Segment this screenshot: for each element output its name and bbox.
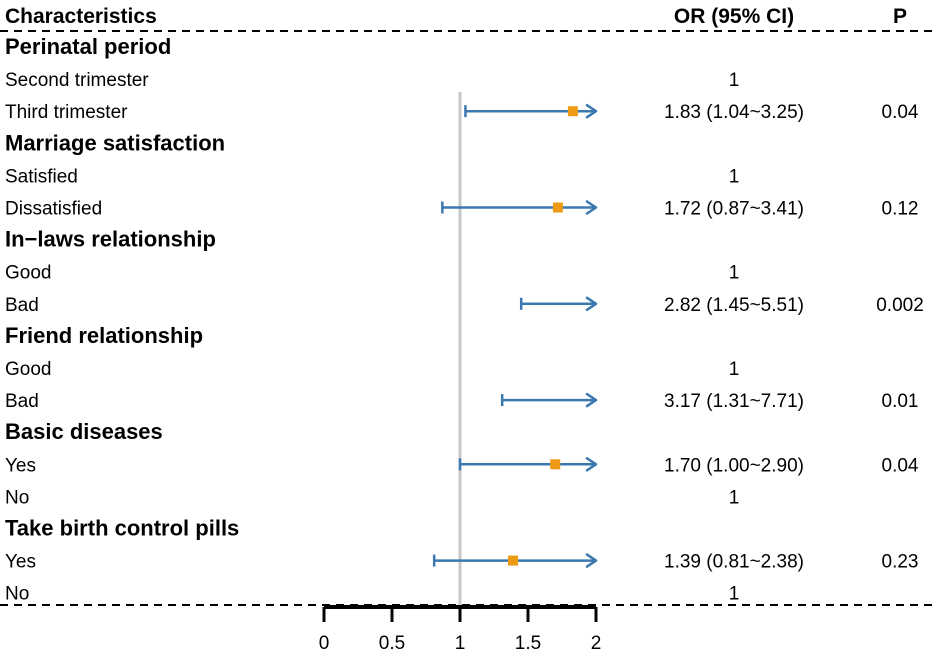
or-ci-value: 1.39 (0.81~2.38) xyxy=(664,552,804,573)
level-row: Good 1 xyxy=(5,263,739,284)
group-row: Take birth control pills xyxy=(5,516,239,541)
level-label: Good xyxy=(5,359,51,380)
or-ci-value: 2.82 (1.45~5.51) xyxy=(664,295,804,316)
header-p: P xyxy=(893,5,907,28)
level-row: Yes 1.70 (1.00~2.90) 0.04 xyxy=(5,455,919,476)
p-value: 0.002 xyxy=(876,295,924,316)
level-label: Yes xyxy=(5,455,36,476)
level-row: Bad 2.82 (1.45~5.51) 0.002 xyxy=(5,295,924,316)
ci-arrow-head xyxy=(585,103,598,119)
header-or-ci: OR (95% CI) xyxy=(674,5,794,28)
or-ci-value: 1.72 (0.87~3.41) xyxy=(664,199,804,220)
or-ci-value: 1 xyxy=(729,584,740,605)
group-row: Basic diseases xyxy=(5,419,163,444)
ci-arrow-head xyxy=(585,296,598,312)
ci-arrow-head xyxy=(585,553,598,568)
level-row: Yes 1.39 (0.81~2.38) 0.23 xyxy=(5,552,918,573)
point-estimate xyxy=(508,555,519,566)
or-ci-value: 3.17 (1.31~7.71) xyxy=(664,391,804,412)
group-row: In−laws relationship xyxy=(5,227,216,252)
level-row: Second trimester 1 xyxy=(5,70,739,91)
or-ci-value: 1 xyxy=(729,70,740,91)
group-row: Friend relationship xyxy=(5,323,203,348)
or-ci-value: 1.70 (1.00~2.90) xyxy=(664,455,804,476)
or-ci-value: 1.83 (1.04~3.25) xyxy=(664,102,804,123)
level-label: Dissatisfied xyxy=(5,199,102,220)
group-label: In−laws relationship xyxy=(5,227,216,252)
level-row: Satisfied 1 xyxy=(5,166,739,187)
p-value: 0.12 xyxy=(882,199,919,220)
header-characteristics: Characteristics xyxy=(5,5,157,28)
or-ci-value: 1 xyxy=(729,359,740,380)
level-label: No xyxy=(5,584,29,605)
ci-arrow-head xyxy=(585,457,598,472)
level-row: No 1 xyxy=(5,584,739,605)
x-tick-label: 0 xyxy=(319,633,330,654)
group-row: Perinatal period xyxy=(5,34,171,59)
x-axis: 0 0.5 1 1.5 2 xyxy=(319,605,602,654)
group-row: Marriage satisfaction xyxy=(5,130,225,155)
or-ci-value: 1 xyxy=(729,263,740,284)
level-label: Third trimester xyxy=(5,102,128,123)
level-label: Yes xyxy=(5,552,36,573)
point-estimate xyxy=(550,459,561,470)
level-label: Satisfied xyxy=(5,166,78,187)
or-ci-value: 1 xyxy=(729,166,740,187)
ci-arrow-head xyxy=(585,200,598,215)
x-tick-label: 1 xyxy=(455,633,466,654)
level-label: No xyxy=(5,487,29,508)
group-label: Basic diseases xyxy=(5,419,163,444)
level-row: Bad 3.17 (1.31~7.71) 0.01 xyxy=(5,391,918,412)
group-label: Marriage satisfaction xyxy=(5,130,225,155)
x-tick-label: 1.5 xyxy=(515,633,541,654)
level-row: No 1 xyxy=(5,487,739,508)
point-estimate xyxy=(552,202,563,213)
level-label: Bad xyxy=(5,391,39,412)
level-row: Good 1 xyxy=(5,359,739,380)
x-tick-label: 2 xyxy=(591,633,602,654)
level-row: Dissatisfied 1.72 (0.87~3.41) 0.12 xyxy=(5,199,918,220)
point-estimate xyxy=(567,106,578,117)
group-label: Friend relationship xyxy=(5,323,203,348)
p-value: 0.23 xyxy=(882,552,919,573)
level-label: Second trimester xyxy=(5,70,149,91)
group-label: Perinatal period xyxy=(5,34,171,59)
p-value: 0.04 xyxy=(882,455,919,476)
level-label: Bad xyxy=(5,295,39,316)
table-rows: Perinatal period Second trimester 1 Third t… xyxy=(5,34,924,605)
p-value: 0.01 xyxy=(882,391,919,412)
level-label: Good xyxy=(5,263,51,284)
level-row: Third trimester 1.83 (1.04~3.25) 0.04 xyxy=(5,102,919,123)
or-ci-value: 1 xyxy=(729,487,740,508)
group-label: Take birth control pills xyxy=(5,516,239,541)
ci-arrow-head xyxy=(585,392,598,408)
x-tick-label: 0.5 xyxy=(379,633,405,654)
p-value: 0.04 xyxy=(882,102,919,123)
